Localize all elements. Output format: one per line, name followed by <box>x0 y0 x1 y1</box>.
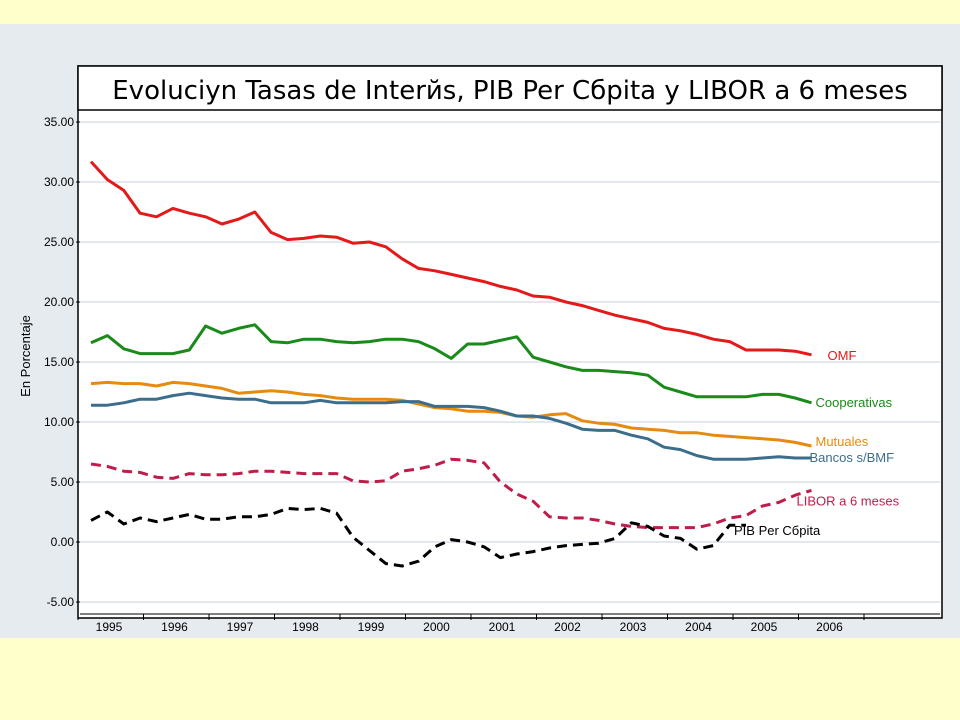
x-tick-label: 2003 <box>620 620 647 634</box>
series-line <box>90 506 746 568</box>
y-tick-label: 15.00 <box>44 355 74 369</box>
x-tick-label: 1995 <box>96 620 123 634</box>
x-tick-label: 1998 <box>292 620 319 634</box>
series-label: Mutuales <box>816 434 869 449</box>
x-axis-ticks: 1995 1996 1997 1998 1999 2000 2001 2002 2003 2004… <box>77 613 940 634</box>
y-tick-label: 10.00 <box>44 415 74 429</box>
series-label: LIBOR a 6 meses <box>797 493 900 508</box>
series-line <box>89 160 812 357</box>
y-tick-label: 35.00 <box>44 115 74 129</box>
series-line <box>90 323 812 405</box>
chart-frame <box>77 65 943 619</box>
chart-title: Evoluciyn Tasas de Interйs, PIB Per Cбpi… <box>112 76 908 106</box>
y-tick-label: 25.00 <box>44 235 74 249</box>
x-tick-label: 2006 <box>816 620 843 634</box>
chart-panel: Evoluciyn Tasas de Interйs, PIB Per Cбpi… <box>0 24 960 638</box>
series-line <box>90 457 812 530</box>
x-tick-label: 1997 <box>227 620 254 634</box>
title-box <box>77 65 943 111</box>
y-tick-label: -5.00 <box>47 595 75 609</box>
series-label: Bancos s/BMF <box>810 450 895 465</box>
x-tick-label: 1999 <box>358 620 385 634</box>
line-chart: Evoluciyn Tasas de Interйs, PIB Per Cбpi… <box>18 65 943 634</box>
series-line <box>90 380 812 448</box>
y-tick-label: 20.00 <box>44 295 74 309</box>
x-tick-label: 2005 <box>751 620 778 634</box>
y-tick-label: 30.00 <box>44 175 74 189</box>
y-tick-label: 5.00 <box>51 475 75 489</box>
series-line <box>91 391 812 461</box>
x-tick-label: 2002 <box>554 620 581 634</box>
series-label: PIB Per Cбpita <box>734 523 821 538</box>
y-axis-title: En Porcentaje <box>18 315 33 397</box>
x-tick-label: 1996 <box>161 620 188 634</box>
x-tick-label: 2001 <box>489 620 516 634</box>
gridlines <box>80 121 940 603</box>
series-label: OMF <box>828 348 857 363</box>
x-tick-label: 2004 <box>685 620 712 634</box>
x-tick-label: 2000 <box>423 620 450 634</box>
series-label: Cooperativas <box>816 395 893 410</box>
y-tick-label: 0.00 <box>51 535 75 549</box>
series-lines <box>89 160 812 568</box>
y-axis-ticks: -5.00 0.00 5.00 10.00 15.00 20.00 25.00 30.00 35… <box>44 115 80 609</box>
